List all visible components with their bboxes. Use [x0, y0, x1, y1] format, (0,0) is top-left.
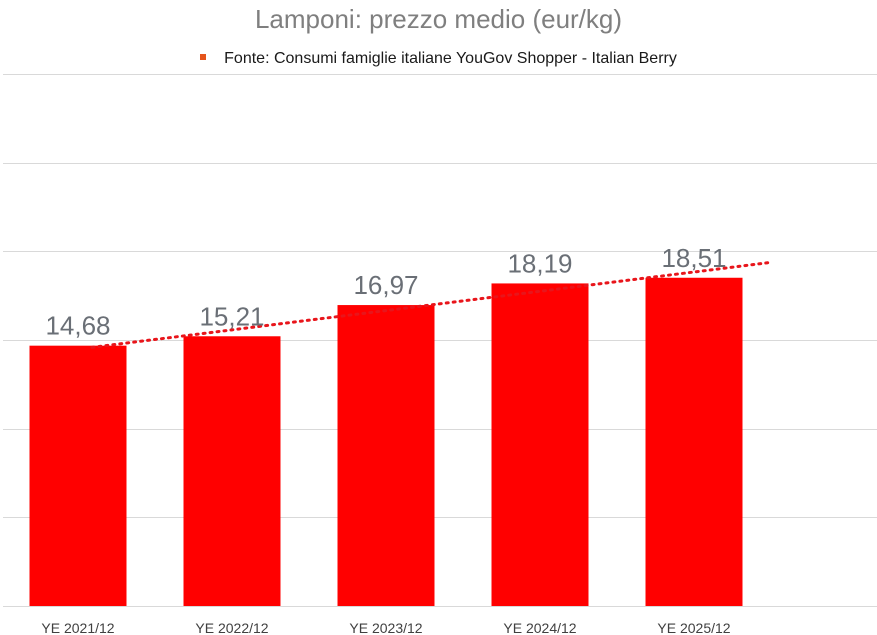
- bar: [645, 277, 743, 606]
- x-tick-label: YE 2024/12: [503, 620, 576, 635]
- data-label: 14,68: [45, 311, 110, 341]
- bar: [337, 305, 435, 606]
- bar: [29, 345, 127, 606]
- x-tick-label: YE 2022/12: [195, 620, 268, 635]
- data-label: 15,21: [199, 301, 264, 331]
- data-label: 18,19: [507, 248, 572, 278]
- x-tick-label: YE 2025/12: [657, 620, 730, 635]
- legend-marker: [200, 53, 207, 60]
- x-tick-labels: YE 2021/12 YE 2022/12 YE 2023/12 YE 2024/12…: [41, 620, 730, 635]
- chart-legend: Fonte: Consumi famiglie italiane YouGov …: [0, 50, 877, 68]
- x-tick-label: YE 2021/12: [41, 620, 114, 635]
- x-tick-label: YE 2023/12: [349, 620, 422, 635]
- data-label: 18,51: [661, 243, 726, 273]
- chart-title: Lamponi: prezzo medio (eur/kg): [254, 4, 623, 34]
- trendline: [90, 260, 772, 349]
- bars: [29, 277, 743, 606]
- data-labels: 14,68 15,21 16,97 18,19 18,51: [45, 243, 726, 341]
- bar: [491, 283, 589, 606]
- data-label: 16,97: [353, 270, 418, 300]
- gridlines: [3, 74, 877, 607]
- legend-entry: Fonte: Consumi famiglie italiane YouGov …: [224, 50, 677, 67]
- bar: [183, 336, 281, 606]
- trendline-path: [90, 260, 772, 349]
